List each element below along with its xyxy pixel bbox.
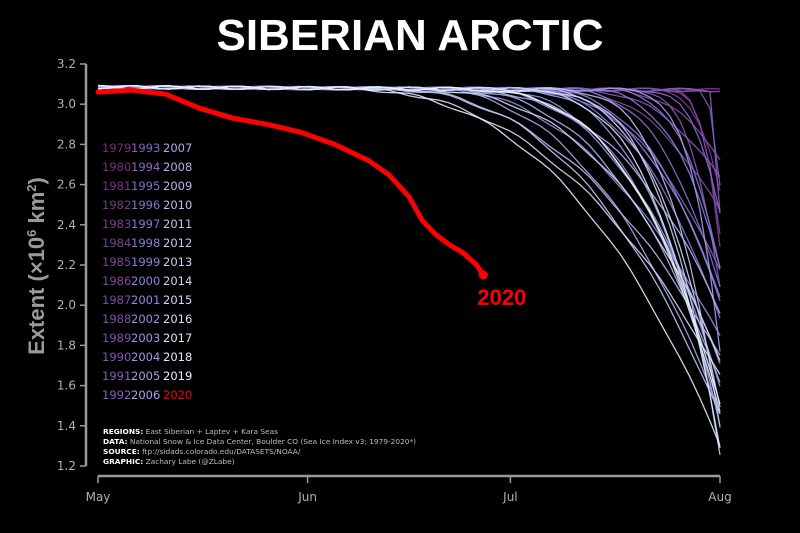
historical-year-line xyxy=(97,84,721,405)
legend-year-2006: 2006 xyxy=(131,388,160,402)
legend-year-1989: 1989 xyxy=(102,331,131,345)
legend-year-1990: 1990 xyxy=(102,350,131,364)
axes: 1.2 1.4 1.6 1.8 2.0 2.2 2.4 2.6 2.8 3.0 3.2 May Jun J… xyxy=(57,57,732,504)
legend-year-2009: 2009 xyxy=(163,179,192,193)
historical-year-line xyxy=(97,85,721,446)
credit-key: REGIONS: xyxy=(103,427,143,436)
y-tick-label: 1.8 xyxy=(57,338,76,352)
legend-year-2018: 2018 xyxy=(163,350,192,364)
legend-year-1985: 1985 xyxy=(102,255,131,269)
y-tick-label: 2.8 xyxy=(57,137,76,151)
y-axis-label: Extent (×106 km2) xyxy=(24,177,49,355)
label-2020: 2020 xyxy=(477,285,526,310)
legend-year-1994: 1994 xyxy=(131,160,160,174)
legend-year-2000: 2000 xyxy=(131,274,160,288)
credit-key: GRAPHIC: xyxy=(103,457,143,466)
credit-text: Zachary Labe (@ZLabe) xyxy=(143,457,234,466)
legend-year-2005: 2005 xyxy=(131,369,160,383)
historical-series xyxy=(97,84,721,456)
y-tick-label: 2.0 xyxy=(57,298,76,312)
credit-text: National Snow & Ice Data Center, Boulder… xyxy=(128,437,417,446)
chart-title: SIBERIAN ARCTIC xyxy=(216,11,603,60)
legend-year-1991: 1991 xyxy=(102,369,131,383)
credit-key: DATA: xyxy=(103,437,128,446)
legend-year-1999: 1999 xyxy=(131,255,160,269)
legend-year-1982: 1982 xyxy=(102,198,131,212)
legend-year-2007: 2007 xyxy=(163,141,192,155)
y-tick-label: 1.2 xyxy=(57,459,76,473)
x-tick-label: Jul xyxy=(502,490,517,504)
legend-year-1995: 1995 xyxy=(131,179,160,193)
credit-text: ftp://sidads.colorado.edu/DATASETS/NOAA/ xyxy=(140,447,301,456)
legend-year-1987: 1987 xyxy=(102,293,131,307)
x-tick-label: May xyxy=(86,490,111,504)
credit-line: GRAPHIC: Zachary Labe (@ZLabe) xyxy=(103,457,235,466)
legend-year-2011: 2011 xyxy=(163,217,192,231)
y-tick-label: 1.4 xyxy=(57,419,76,433)
credit-line: SOURCE: ftp://sidads.colorado.edu/DATASE… xyxy=(103,447,301,456)
y-tick-label: 2.6 xyxy=(57,178,76,192)
legend-year-2001: 2001 xyxy=(131,293,160,307)
legend-year-2010: 2010 xyxy=(163,198,192,212)
legend-year-1992: 1992 xyxy=(102,388,131,402)
legend-year-1997: 1997 xyxy=(131,217,160,231)
svg-text:Extent (×106 km2): Extent (×106 km2) xyxy=(24,177,49,355)
legend-year-1984: 1984 xyxy=(102,236,131,250)
legend-year-2017: 2017 xyxy=(163,331,192,345)
legend-year-2013: 2013 xyxy=(163,255,192,269)
credit-line: DATA: National Snow & Ice Data Center, B… xyxy=(103,437,416,446)
credit-line: REGIONS: East Siberian + Laptev + Kara S… xyxy=(103,427,278,436)
legend-year-1996: 1996 xyxy=(131,198,160,212)
legend-year-1979: 1979 xyxy=(102,141,131,155)
line-2020 xyxy=(95,87,486,278)
y-label-mid: km xyxy=(24,192,49,230)
y-tick-label: 3.2 xyxy=(57,57,76,71)
legend-year-2015: 2015 xyxy=(163,293,192,307)
legend-year-2016: 2016 xyxy=(163,312,192,326)
endpoint-2020 xyxy=(478,270,488,280)
legend-year-1986: 1986 xyxy=(102,274,131,288)
legend-year-2014: 2014 xyxy=(163,274,192,288)
legend-year-1988: 1988 xyxy=(102,312,131,326)
y-label-pre: Extent (×10 xyxy=(24,237,49,355)
year-legend: 1979 1993 2007 1980 1994 2008 1981 1995 2009 1982… xyxy=(102,141,192,402)
legend-year-2008: 2008 xyxy=(163,160,192,174)
legend-year-2003: 2003 xyxy=(131,331,160,345)
legend-year-1993: 1993 xyxy=(131,141,160,155)
x-tick-label: Jun xyxy=(297,490,317,504)
series-2020: 2020 xyxy=(95,87,526,310)
legend-year-1983: 1983 xyxy=(102,217,131,231)
legend-year-2019: 2019 xyxy=(163,369,192,383)
legend-year-2004: 2004 xyxy=(131,350,160,364)
x-tick-label: Aug xyxy=(708,490,731,504)
credit-text: East Siberian + Laptev + Kara Seas xyxy=(143,427,278,436)
credit-key: SOURCE: xyxy=(103,447,140,456)
y-tick-label: 1.6 xyxy=(57,379,76,393)
credits-block: REGIONS: East Siberian + Laptev + Kara S… xyxy=(103,427,416,466)
y-tick-label: 2.4 xyxy=(57,218,76,232)
y-label-sup2: 2 xyxy=(24,184,39,191)
legend-year-2012: 2012 xyxy=(163,236,192,250)
y-label-sup1: 6 xyxy=(24,230,39,237)
legend-year-2020: 2020 xyxy=(163,388,192,402)
y-label-post: ) xyxy=(24,177,49,184)
legend-year-1981: 1981 xyxy=(102,179,131,193)
legend-year-1998: 1998 xyxy=(131,236,160,250)
legend-year-1980: 1980 xyxy=(102,160,131,174)
y-tick-label: 2.2 xyxy=(57,258,76,272)
y-tick-label: 3.0 xyxy=(57,97,76,111)
legend-year-2002: 2002 xyxy=(131,312,160,326)
